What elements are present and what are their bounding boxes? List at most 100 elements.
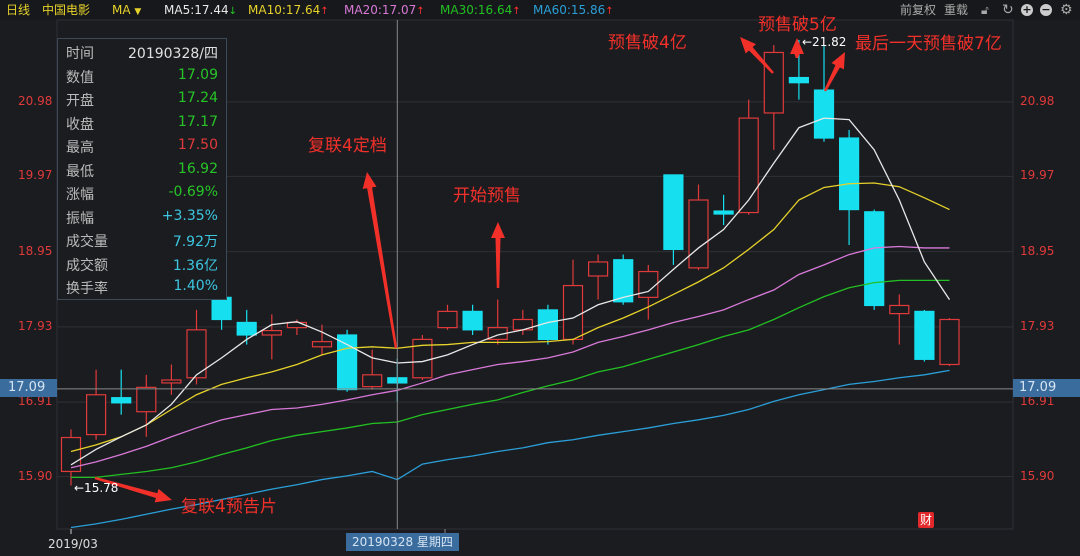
candle[interactable] [864, 209, 885, 310]
candle-body [462, 310, 483, 331]
candle-body [337, 334, 358, 391]
candle[interactable] [362, 349, 383, 390]
y-tick-right: 17.93 [1020, 318, 1055, 333]
candle-body [763, 51, 784, 114]
candle[interactable] [311, 324, 333, 355]
adjust-button[interactable]: 前复权 [900, 3, 937, 17]
ma30-value: MA30:16.64 [440, 3, 513, 17]
finance-badge[interactable]: 财 [918, 512, 934, 528]
info-value: 17.50 [177, 137, 218, 153]
candle-body [889, 304, 910, 315]
candle-body [738, 117, 759, 214]
candle-body [788, 76, 810, 84]
candle-body [186, 329, 207, 379]
candle[interactable] [462, 304, 483, 335]
y-tick-right: 15.90 [1020, 468, 1055, 483]
info-value: 7.92万 [172, 234, 218, 250]
candle-body [638, 270, 659, 298]
y-tick-left: 17.93 [18, 318, 53, 333]
info-row: 数值 17.09 [66, 67, 218, 89]
zoom-out-icon[interactable]: − [1040, 3, 1052, 16]
info-value: 1.36亿 [172, 257, 218, 274]
candle[interactable] [85, 369, 107, 440]
ma60-line [70, 369, 950, 529]
candle[interactable] [60, 429, 82, 486]
period-selector[interactable]: 日线 [6, 3, 31, 17]
reload-button[interactable]: 重载 [944, 3, 969, 17]
info-value: +3.35% [161, 207, 218, 224]
candle-body [311, 341, 333, 348]
candle[interactable] [537, 304, 559, 345]
candle[interactable] [713, 194, 734, 226]
info-label: 数值 [66, 69, 94, 86]
y-tick-right: 16.91 [1020, 394, 1055, 409]
candle-body [362, 374, 383, 388]
candle[interactable] [638, 264, 659, 320]
candle-body [85, 394, 107, 436]
candle[interactable] [111, 369, 132, 415]
candle-body [914, 310, 935, 360]
ma10-legend: MA10:17.64↑ [248, 0, 329, 22]
candle[interactable] [136, 374, 157, 437]
ma60-value: MA60:15.86 [533, 3, 606, 17]
annotation-presale-700m: 最后一天预售破7亿 [855, 34, 1002, 54]
ma5-value: MA5:17.44 [164, 3, 229, 17]
candle-body [939, 318, 960, 366]
info-label: 最高 [66, 140, 94, 156]
ma30-legend: MA30:16.64↑ [440, 0, 521, 22]
candle-body [813, 89, 835, 139]
candle[interactable] [412, 334, 433, 380]
candle[interactable] [562, 259, 584, 345]
candle[interactable] [889, 294, 910, 345]
annotation-presale-400m: 预售破4亿 [608, 33, 687, 53]
zoom-in-icon[interactable]: + [1021, 3, 1033, 16]
info-row: 换手率 1.40% [66, 278, 218, 300]
ma5-legend: MA5:17.44↓ [164, 0, 237, 22]
candle[interactable] [838, 129, 860, 245]
arrow-up-icon: ↑ [605, 6, 614, 17]
refresh-icon[interactable]: ↻ [1002, 2, 1014, 18]
caret-down-icon: ▼ [134, 7, 142, 17]
candle[interactable] [663, 174, 684, 265]
candle[interactable] [186, 309, 207, 385]
arrow-presale-700m-icon [823, 52, 845, 92]
toolbar: 日线 中国电影 MA ▼ MA5:17.44↓ MA10:17.64↑ MA20… [0, 0, 1080, 20]
unlock-icon[interactable]: 🔓︎ [981, 3, 989, 17]
crosshair-date-label: 20190328 星期四 [346, 533, 459, 551]
candle-body [161, 379, 182, 384]
candle[interactable] [738, 99, 759, 215]
info-value: 17.17 [177, 113, 218, 130]
gear-icon[interactable]: ⚙ [1060, 2, 1073, 18]
candle[interactable] [763, 45, 784, 150]
candle[interactable] [939, 318, 960, 366]
info-label: 收盘 [66, 116, 94, 133]
candle[interactable] [587, 254, 609, 300]
candle[interactable] [688, 184, 709, 271]
candle-body [713, 210, 734, 215]
annotation-release-date: 复联4定档 [308, 136, 387, 156]
y-tick-left: 16.91 [18, 394, 53, 409]
candle[interactable] [813, 45, 835, 142]
indicator-dropdown[interactable]: MA ▼ [112, 0, 141, 22]
candle-body [60, 436, 82, 473]
info-row: 时间 20190328/四 [66, 43, 218, 65]
indicator-label: MA [112, 3, 131, 17]
candle-body [613, 259, 634, 303]
y-tick-left: 18.95 [18, 243, 53, 258]
candle[interactable] [613, 254, 634, 305]
info-label: 最低 [66, 163, 94, 180]
candle[interactable] [914, 309, 935, 362]
candle[interactable] [437, 304, 458, 330]
info-label: 涨幅 [66, 187, 94, 203]
info-row: 最高 17.50 [66, 137, 218, 159]
ma10-line [70, 182, 950, 453]
candle[interactable] [337, 329, 358, 392]
candle[interactable] [261, 314, 282, 360]
arrow-presale-400m-icon [740, 37, 774, 74]
candle[interactable] [161, 364, 182, 395]
candle-body [236, 321, 257, 336]
y-tick-right: 19.97 [1020, 168, 1055, 183]
info-row: 收盘 17.17 [66, 114, 218, 136]
candle[interactable] [236, 309, 257, 345]
